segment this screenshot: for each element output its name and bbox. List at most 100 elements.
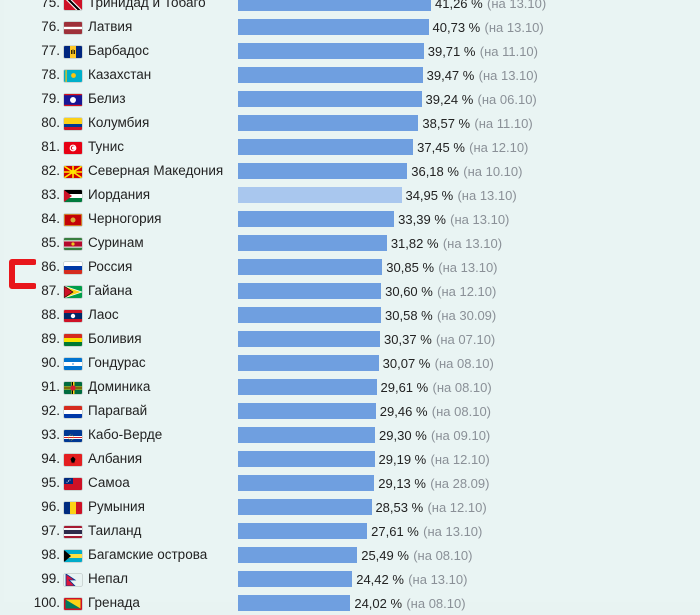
country-label: Россия [88, 259, 133, 274]
country-label: Непал [88, 571, 128, 586]
rank-label: 97. [41, 523, 60, 538]
grenada-flag-icon [64, 598, 82, 610]
chart-row: 91. Доминика 29,61 % (на 08.10) [4, 375, 700, 399]
rank-label: 80. [41, 115, 60, 130]
date-label: (на 08.10) [432, 380, 492, 395]
chart-row: 75. Тринидад и Тобаго 41,26 % (на 13.10) [4, 0, 700, 15]
bar [238, 307, 381, 323]
date-label: (на 09.10) [431, 428, 491, 443]
value-label: 30,60 % [385, 284, 433, 299]
value-label: 30,58 % [385, 308, 433, 323]
chart-row: 76. Латвия 40,73 % (на 13.10) [4, 15, 700, 39]
country-label: Гайана [88, 283, 133, 298]
value-label: 39,47 % [426, 68, 475, 83]
rank-label: 89. [41, 331, 60, 346]
country-label: Багамские острова [88, 547, 208, 562]
country-label: Черногория [88, 211, 162, 226]
date-label: (на 13.10) [442, 236, 503, 251]
belize-flag-icon [64, 94, 82, 106]
chart-row: 81. Тунис 37,45 % (на 12.10) [4, 135, 700, 159]
bar [238, 451, 375, 467]
value-label: 39,24 % [425, 92, 474, 107]
date-label: (на 13.10) [423, 524, 483, 539]
red-bracket-marker-icon [9, 259, 36, 289]
chart-row: 94. Албания 29,19 % (на 12.10) [4, 447, 700, 471]
rank-label: 84. [41, 211, 60, 226]
bar [238, 403, 376, 419]
chart-row: 93. Кабо-Верде 29,30 % (на 09.10) [4, 423, 700, 447]
chart-row: 88. Лаос 30,58 % (на 30.09) [4, 303, 700, 327]
date-label: (на 12.10) [430, 452, 490, 467]
rank-label: 94. [41, 451, 60, 466]
bar [238, 19, 429, 35]
value-label: 34,95 % [405, 188, 454, 203]
country-label: Латвия [88, 19, 133, 34]
rank-label: 77. [41, 43, 60, 58]
suriname-flag-icon [64, 238, 82, 250]
rank-label: 100. [33, 595, 60, 610]
colombia-flag-icon [64, 118, 82, 130]
rank-label: 95. [41, 475, 60, 490]
rank-label: 86. [41, 259, 60, 274]
bolivia-flag-icon [64, 334, 82, 346]
country-label: Тунис [88, 139, 124, 154]
bar [238, 115, 419, 131]
value-label: 29,30 % [379, 428, 427, 443]
bar [238, 139, 414, 155]
country-label: Самоа [88, 475, 130, 490]
country-label: Иордания [88, 187, 151, 202]
value-label: 30,85 % [386, 260, 434, 275]
chart-row: 84. Черногория 33,39 % (на 13.10) [4, 207, 700, 231]
bar [238, 523, 368, 539]
north-macedonia-flag-icon [64, 166, 82, 178]
chart-row: 83. Иордания 34,95 % (на 13.10) [4, 183, 700, 207]
date-label: (на 12.10) [427, 500, 487, 515]
date-label: (на 08.10) [406, 596, 466, 611]
laos-flag-icon [64, 310, 82, 322]
value-label: 24,42 % [356, 572, 404, 587]
chart-row: 100. Гренада 24,02 % (на 08.10) [4, 591, 700, 615]
date-label: (на 13.10) [457, 188, 517, 203]
bar [238, 547, 358, 563]
value-label: 38,57 % [422, 116, 471, 131]
albania-flag-icon [64, 454, 82, 466]
rank-label: 98. [41, 547, 60, 562]
country-label: Северная Македония [88, 163, 224, 178]
value-label: 33,39 % [398, 212, 446, 227]
bar [238, 595, 351, 611]
country-label: Кабо-Верде [88, 427, 163, 442]
chart-row: 96. Румыния 28,53 % (на 12.10) [4, 495, 700, 519]
date-label: (на 28.09) [430, 476, 490, 491]
bar [238, 211, 395, 227]
bar [238, 475, 375, 491]
date-label: (на 11.10) [479, 44, 538, 59]
country-label: Казахстан [88, 67, 152, 82]
bar [238, 43, 424, 59]
date-label: (на 11.10) [474, 116, 533, 131]
date-label: (на 08.10) [413, 548, 473, 563]
chart-row: 82. Северная Македония 36,18 % (на 10.10) [4, 159, 700, 183]
chart-row: 86. Россия 30,85 % (на 13.10) [4, 255, 700, 279]
guyana-flag-icon [64, 286, 82, 298]
rank-label: 81. [41, 139, 60, 154]
tunisia-flag-icon [64, 142, 82, 154]
rank-label: 79. [41, 91, 60, 106]
date-label: (на 13.10) [484, 20, 544, 35]
chart-row: 89. Боливия 30,37 % (на 07.10) [4, 327, 700, 351]
rank-label: 82. [41, 163, 60, 178]
date-label: (на 13.10) [450, 212, 510, 227]
value-label: 29,61 % [380, 380, 429, 395]
bar [238, 187, 402, 203]
country-label: Румыния [88, 499, 145, 514]
chart-row: 90. Гондурас 30,07 % (на 08.10) [4, 351, 700, 375]
value-label: 28,53 % [375, 500, 424, 515]
samoa-flag-icon [64, 478, 82, 490]
country-label: Гондурас [88, 355, 146, 370]
value-label: 40,73 % [432, 20, 481, 35]
rank-label: 99. [41, 571, 60, 586]
chart-row: 79. Белиз 39,24 % (на 06.10) [4, 87, 700, 111]
bar [238, 499, 372, 515]
value-label: 41,26 % [435, 0, 483, 11]
chart-panel: 75. Тринидад и Тобаго 41,26 % (на 13.10) 76.… [4, 0, 700, 611]
dominica-flag-icon [64, 382, 82, 394]
